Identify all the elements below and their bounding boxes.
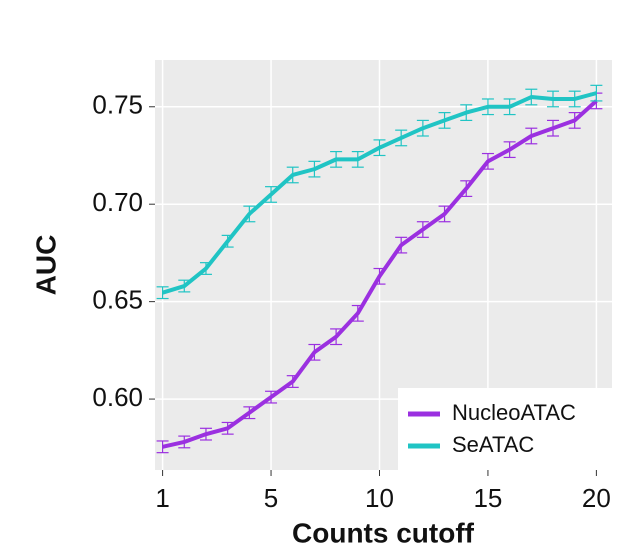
x-tick-label: 15 [473,483,502,513]
x-tick-label: 1 [155,483,169,513]
x-tick-label: 5 [264,483,278,513]
legend-label: SeATAC [452,432,534,457]
x-tick-label: 10 [365,483,394,513]
y-tick-label: 0.60 [92,382,143,412]
legend-label: NucleoATAC [452,400,576,425]
x-tick-label: 20 [582,483,611,513]
y-tick-label: 0.75 [92,90,143,120]
legend-box [398,388,612,470]
error-bar [156,440,169,454]
y-tick-label: 0.65 [92,285,143,315]
y-tick-label: 0.70 [92,187,143,217]
line [162,99,598,449]
x-axis-label: Counts cutoff [292,517,475,548]
y-axis-label: AUC [30,235,61,296]
line [162,91,597,295]
